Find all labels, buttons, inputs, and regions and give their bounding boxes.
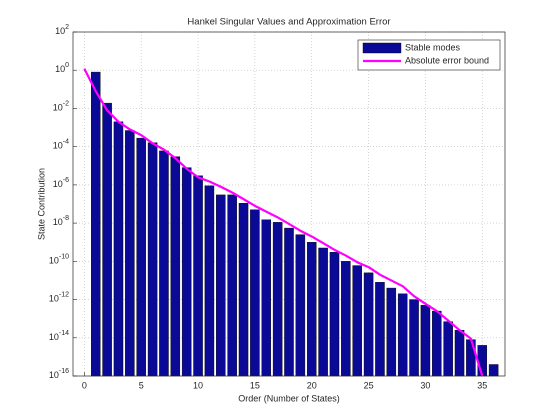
bar xyxy=(102,102,112,377)
y-axis-label: State Contribution xyxy=(36,168,46,240)
bar xyxy=(147,142,158,377)
y-tick-label: 10-8 xyxy=(53,215,69,228)
y-tick-label: 10-12 xyxy=(49,291,69,304)
y-tick-base: 10 xyxy=(53,103,63,113)
bar xyxy=(318,247,328,377)
bar xyxy=(181,167,192,377)
bar xyxy=(386,287,397,377)
x-tick-label: 25 xyxy=(364,380,374,390)
y-tick-base: 10 xyxy=(55,65,65,75)
y-tick-base: 10 xyxy=(49,294,59,304)
x-tick-label: 10 xyxy=(193,380,203,390)
x-tick-label: 5 xyxy=(139,380,144,390)
y-tick-label: 10-2 xyxy=(53,100,69,113)
bar xyxy=(341,261,351,377)
bar xyxy=(204,185,215,377)
y-tick-base: 10 xyxy=(53,217,63,227)
bar xyxy=(329,252,340,377)
bar xyxy=(113,121,124,377)
bar xyxy=(216,194,226,377)
bar xyxy=(261,219,272,377)
x-tick-label: 15 xyxy=(250,380,260,390)
y-tick-base: 10 xyxy=(53,179,63,189)
y-tick-exponent: 0 xyxy=(65,62,69,69)
bar xyxy=(136,137,146,377)
y-tick-base: 10 xyxy=(49,370,59,380)
bar xyxy=(466,339,476,377)
bar xyxy=(90,71,101,377)
y-tick-exponent: -16 xyxy=(59,368,69,375)
bar xyxy=(477,345,488,377)
bar xyxy=(295,234,306,377)
bar xyxy=(454,329,465,377)
bar xyxy=(272,222,283,377)
y-tick-base: 10 xyxy=(53,141,63,151)
bar xyxy=(443,321,453,377)
y-tick-exponent: -2 xyxy=(63,100,69,107)
y-tick-exponent: 2 xyxy=(65,24,69,31)
chart-title: Hankel Singular Values and Approximation… xyxy=(187,17,390,28)
y-tick-label: 10-10 xyxy=(49,253,69,266)
axes-box xyxy=(72,31,506,377)
bar xyxy=(250,209,260,377)
bar xyxy=(375,282,385,377)
bar xyxy=(363,272,374,377)
legend-label: Absolute error bound xyxy=(405,55,489,65)
bar xyxy=(420,305,431,377)
x-axis-label: Order (Number of States) xyxy=(238,393,340,403)
bar xyxy=(488,364,499,377)
bar xyxy=(397,293,408,377)
y-tick-label: 10-4 xyxy=(53,139,69,152)
error-line xyxy=(83,68,484,377)
y-tick-label: 10-14 xyxy=(49,330,69,343)
y-tick-label: 100 xyxy=(55,62,69,75)
bar xyxy=(352,265,362,377)
x-tick-label: 20 xyxy=(307,380,317,390)
y-tick-base: 10 xyxy=(49,256,59,266)
y-tick-label: 10-16 xyxy=(49,368,69,381)
x-tick-label: 35 xyxy=(477,380,487,390)
y-tick-exponent: -12 xyxy=(59,291,69,298)
y-tick-exponent: -6 xyxy=(63,177,69,184)
y-tick-base: 10 xyxy=(49,332,59,342)
bar xyxy=(432,310,442,377)
bar xyxy=(238,203,249,377)
bar xyxy=(170,156,181,377)
bar xyxy=(409,299,419,377)
x-tick-label: 30 xyxy=(420,380,430,390)
legend-swatch xyxy=(362,42,402,54)
bar xyxy=(125,130,135,377)
x-tick-label: 0 xyxy=(82,380,87,390)
bar xyxy=(227,194,237,377)
y-tick-exponent: -14 xyxy=(59,330,69,337)
y-tick-exponent: -10 xyxy=(59,253,69,260)
bar xyxy=(193,175,203,377)
bar xyxy=(306,242,317,377)
bar xyxy=(159,150,169,377)
y-tick-label: 102 xyxy=(55,24,69,37)
legend-label: Stable modes xyxy=(405,42,461,52)
bar xyxy=(284,227,294,377)
y-tick-exponent: -4 xyxy=(63,139,69,146)
y-tick-label: 10-6 xyxy=(53,177,69,190)
y-tick-exponent: -8 xyxy=(63,215,69,222)
y-tick-base: 10 xyxy=(55,26,65,36)
